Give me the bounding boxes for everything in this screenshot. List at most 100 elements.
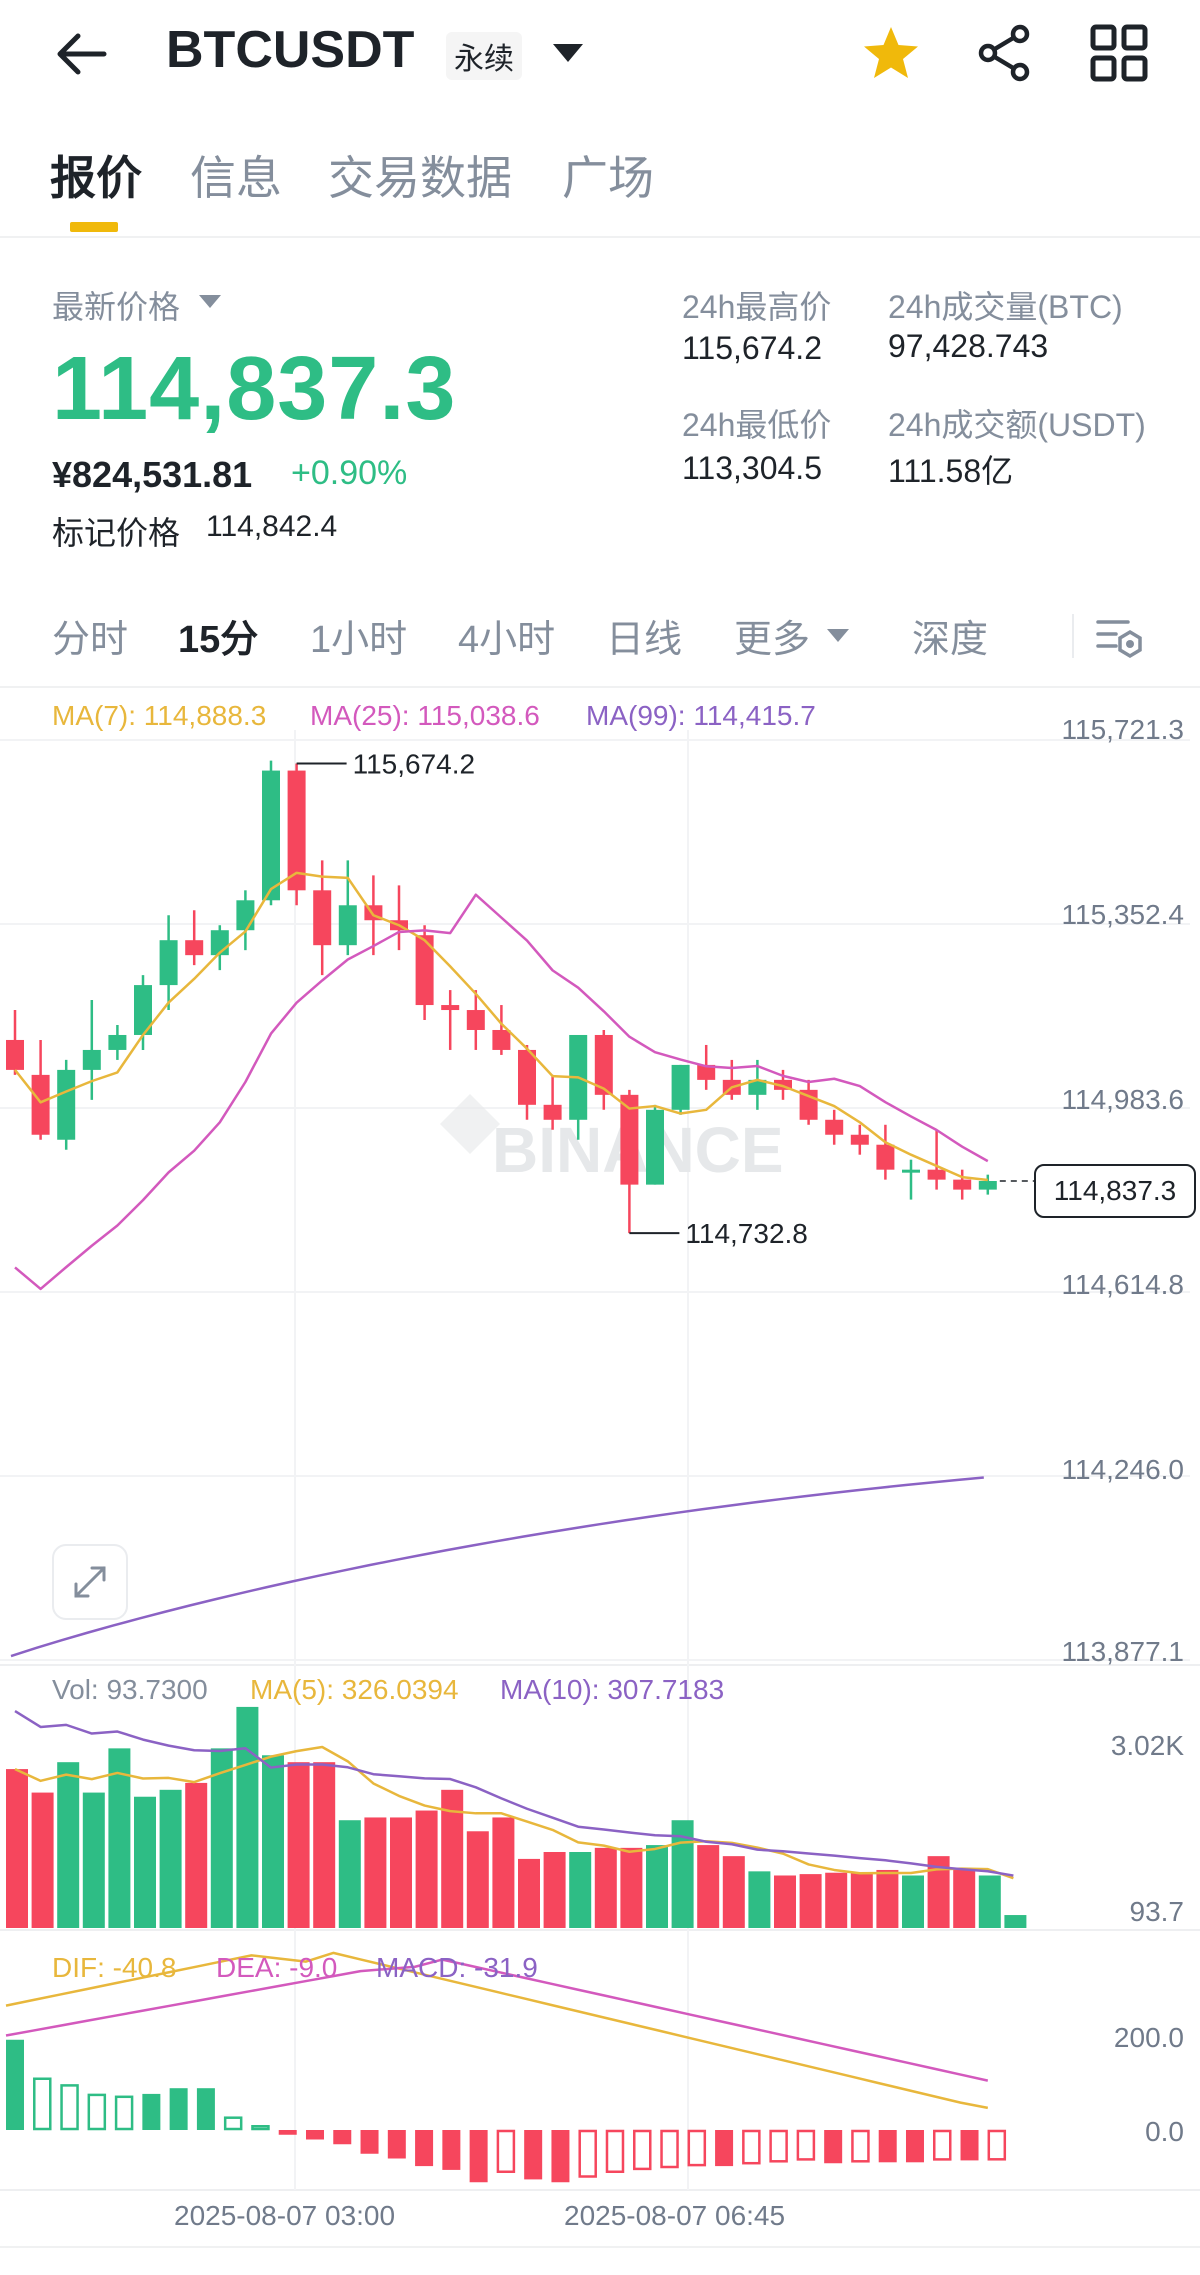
volume-bar [646,1845,668,1928]
candle-body [338,905,357,946]
period-more[interactable]: 更多 [734,619,811,661]
dif-line [5,1951,989,2110]
volume-bar [31,1792,54,1928]
volume-bar [441,1789,464,1928]
volume-bar [697,1845,720,1928]
caret-down-icon[interactable] [198,294,222,310]
low-label: 24h最低价 [682,407,832,443]
volume-bar [978,1875,1001,1928]
symbol-title[interactable]: BTCUSDT [166,21,415,79]
dif-label: DIF: -40.8 [52,1952,177,1983]
macd-bar [878,2130,897,2163]
divider [0,686,1200,688]
ma-lines [14,871,989,1291]
candle-body [825,1119,844,1135]
candle-body [748,1079,767,1095]
volume-bar [1004,1915,1027,1928]
candle-body [492,1029,511,1050]
volume-bar [492,1817,515,1928]
candle-body [82,1049,101,1070]
time-label: 2025-08-07 06:45 [564,2200,786,2231]
volume-bar [620,1847,643,1928]
macd-bar [851,2129,870,2163]
share-icon[interactable] [976,24,1032,82]
volume-bar [313,1762,336,1928]
macd-bar [196,2088,215,2130]
candle-body [978,1180,997,1190]
volume-bar [390,1817,412,1928]
candle-body [466,1010,485,1030]
candle-body [57,1069,76,1140]
low-value: 113,304.5 [682,450,822,486]
macd-bar [987,2129,1007,2161]
candle-body [850,1134,869,1145]
volume-bar [748,1871,771,1928]
tab-trading-data[interactable]: 交易数据 [328,152,512,204]
period-depth[interactable]: 深度 [912,619,989,661]
volume-bar [569,1852,592,1928]
macd-bar [33,2077,52,2131]
expand-chart-button[interactable] [52,1544,128,1620]
period-4h[interactable]: 4小时 [458,619,556,661]
price-tick: 114,614.8 [1061,1269,1185,1300]
volume-bar [287,1762,310,1928]
price-tick: 113,877.1 [1061,1636,1185,1667]
main-tabs: 报价 信息 交易数据 广场 [0,130,1200,238]
period-1h[interactable]: 1小时 [310,619,408,661]
chart-grid [0,730,1200,2191]
macd-bar [60,2084,79,2131]
macd-bar [742,2129,761,2165]
macd-lines [5,1951,989,2110]
chart-settings-icon[interactable] [1094,612,1144,662]
candle-body [620,1094,639,1185]
tab-info[interactable]: 信息 [190,152,282,204]
volume-bar [876,1869,899,1928]
cny-price: ¥824,531.81 [52,454,253,495]
volume-bars [6,1706,1027,1928]
volume-bar [774,1875,796,1928]
candle-body [415,935,434,1006]
tab-square[interactable]: 广场 [562,152,654,204]
period-15m[interactable]: 15分 [178,619,259,661]
macd-bar [551,2130,570,2183]
ma25-line [14,893,989,1291]
tab-quote[interactable]: 报价 [50,152,142,204]
volume-tick: 3.02K [1110,1730,1184,1761]
grid-icon[interactable] [1090,24,1148,82]
vol-usdt-value: 111.58亿 [888,453,1014,489]
macd-bar [796,2129,816,2161]
back-arrow-icon[interactable] [52,30,110,78]
candle-body [543,1104,562,1120]
period-1d[interactable]: 日线 [606,619,683,661]
dea-line [5,1958,989,2082]
macd-bar [305,2130,324,2140]
volume-bar [799,1874,822,1928]
star-icon[interactable] [862,25,920,81]
macd-bar [223,2116,243,2131]
ma7-label: MA(7): 114,888.3 [52,700,267,731]
macd-bar [278,2130,297,2135]
last-price: 114,837.3 [52,339,457,439]
candle-body [518,1049,536,1105]
macd-bar [333,2130,352,2145]
volume-bar [850,1872,873,1928]
volume-bar [6,1769,28,1928]
ma25-label: MA(25): 115,038.6 [310,700,540,731]
macd-bar [687,2129,707,2167]
period-time[interactable]: 分时 [52,619,129,661]
caret-down-icon[interactable] [551,42,585,64]
mark-price: 114,842.4 [206,510,338,543]
candle-body [953,1179,972,1190]
candle-body [594,1034,613,1095]
candle-body [262,770,280,901]
time-label: 2025-08-07 03:00 [174,2200,396,2231]
top-bar: BTCUSDT 永续 [0,0,1200,110]
macd-bar [578,2129,597,2178]
caret-down-icon[interactable] [826,628,850,644]
candle-body [185,940,204,956]
volume-bar [543,1852,566,1928]
latest-price-label[interactable]: 最新价格 [52,289,181,325]
volume-bar [902,1875,924,1928]
volume-bar [518,1858,540,1928]
